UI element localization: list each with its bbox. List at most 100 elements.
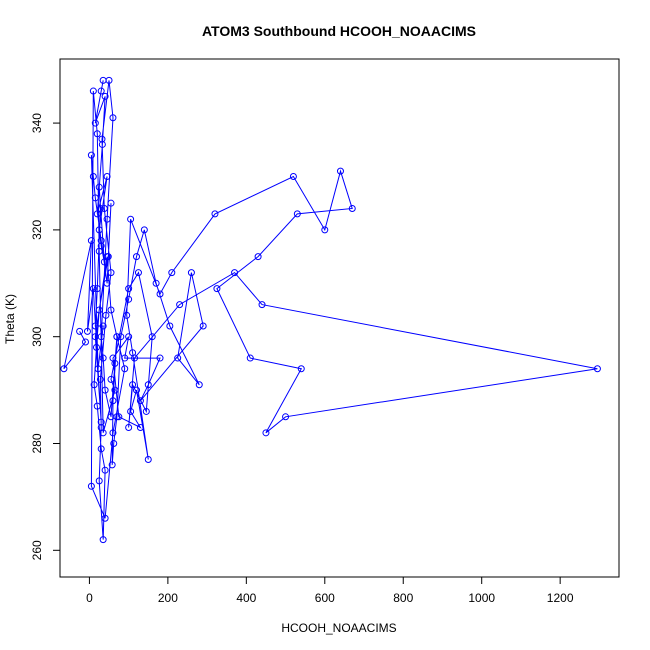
data-point: [231, 269, 239, 277]
y-tick-label: 340: [30, 113, 44, 133]
data-point: [293, 210, 301, 218]
data-point: [93, 285, 101, 293]
y-tick-label: 280: [30, 433, 44, 453]
data-point: [91, 322, 99, 330]
x-tick-label: 200: [158, 591, 178, 605]
data-point: [109, 429, 117, 437]
data-point: [125, 423, 133, 431]
data-point: [107, 375, 115, 383]
data-point: [98, 135, 106, 143]
data-point: [321, 226, 329, 234]
data-point: [348, 205, 356, 213]
data-point: [90, 381, 98, 389]
data-point: [125, 295, 133, 303]
data-point: [95, 226, 103, 234]
data-point: [95, 247, 103, 255]
data-point: [176, 301, 184, 309]
data-point: [97, 418, 105, 426]
data-point: [144, 381, 152, 389]
data-point: [174, 354, 182, 362]
y-tick-label: 260: [30, 540, 44, 560]
data-point: [111, 386, 119, 394]
x-axis: 0 200 400 600 800 1000 1200: [86, 576, 574, 605]
data-point: [113, 333, 121, 341]
data-point: [102, 311, 110, 319]
data-point: [125, 285, 133, 293]
data-point: [87, 151, 95, 159]
data-point: [140, 226, 148, 234]
data-point: [96, 205, 104, 213]
data-point: [105, 76, 113, 84]
data-point: [282, 413, 290, 421]
data-point: [152, 279, 160, 287]
data-point: [258, 301, 266, 309]
data-point: [100, 258, 108, 266]
data-point: [103, 172, 111, 180]
data-point: [246, 354, 254, 362]
data-point: [89, 172, 97, 180]
x-tick-label: 1000: [468, 591, 495, 605]
data-point: [95, 306, 103, 314]
data-point: [99, 354, 107, 362]
data-point: [103, 215, 111, 223]
data-point: [123, 311, 131, 319]
data-point: [89, 87, 97, 95]
data-point: [144, 456, 152, 464]
data-point: [109, 397, 117, 405]
data-point: [99, 429, 107, 437]
data-point: [127, 215, 135, 223]
data-point: [108, 461, 116, 469]
data-point: [213, 285, 221, 293]
data-point: [593, 365, 601, 373]
data-point: [156, 354, 164, 362]
data-point: [131, 354, 139, 362]
data-point: [91, 194, 99, 202]
data-point: [110, 439, 118, 447]
data-point: [127, 407, 135, 415]
y-axis-label: Theta (K): [3, 294, 17, 344]
data-point: [60, 365, 68, 373]
data-point: [132, 386, 140, 394]
data-point: [101, 466, 109, 474]
data-point: [93, 130, 101, 138]
data-point: [289, 172, 297, 180]
data-point: [94, 365, 102, 373]
data-point: [99, 536, 107, 544]
data-point: [113, 413, 121, 421]
data-point: [100, 205, 108, 213]
data-point: [199, 322, 207, 330]
x-tick-label: 400: [236, 591, 256, 605]
data-point: [87, 482, 95, 490]
data-point: [93, 402, 101, 410]
data-point: [96, 375, 104, 383]
data-point: [99, 322, 107, 330]
data-point: [136, 397, 144, 405]
data-point: [134, 269, 142, 277]
data-point: [101, 92, 109, 100]
data-point: [195, 381, 203, 389]
data-point: [97, 87, 105, 95]
data-point: [254, 253, 262, 261]
data-point: [166, 322, 174, 330]
data-point: [262, 429, 270, 437]
data-point: [76, 327, 84, 335]
data-point: [297, 365, 305, 373]
data-point: [109, 114, 117, 122]
data-point: [168, 269, 176, 277]
series-line: [63, 80, 598, 540]
x-axis-label: HCOOH_NOAACIMS: [281, 621, 396, 635]
data-point: [87, 237, 95, 245]
data-point: [107, 306, 115, 314]
data-point: [187, 269, 195, 277]
data-point: [92, 343, 100, 351]
data-point: [91, 333, 99, 341]
data-point: [81, 338, 89, 346]
data-point: [115, 413, 123, 421]
data-point: [95, 477, 103, 485]
data-point: [132, 253, 140, 261]
data-point: [103, 253, 111, 261]
data-point: [103, 279, 111, 287]
data-point: [101, 386, 109, 394]
data-point: [89, 285, 97, 293]
